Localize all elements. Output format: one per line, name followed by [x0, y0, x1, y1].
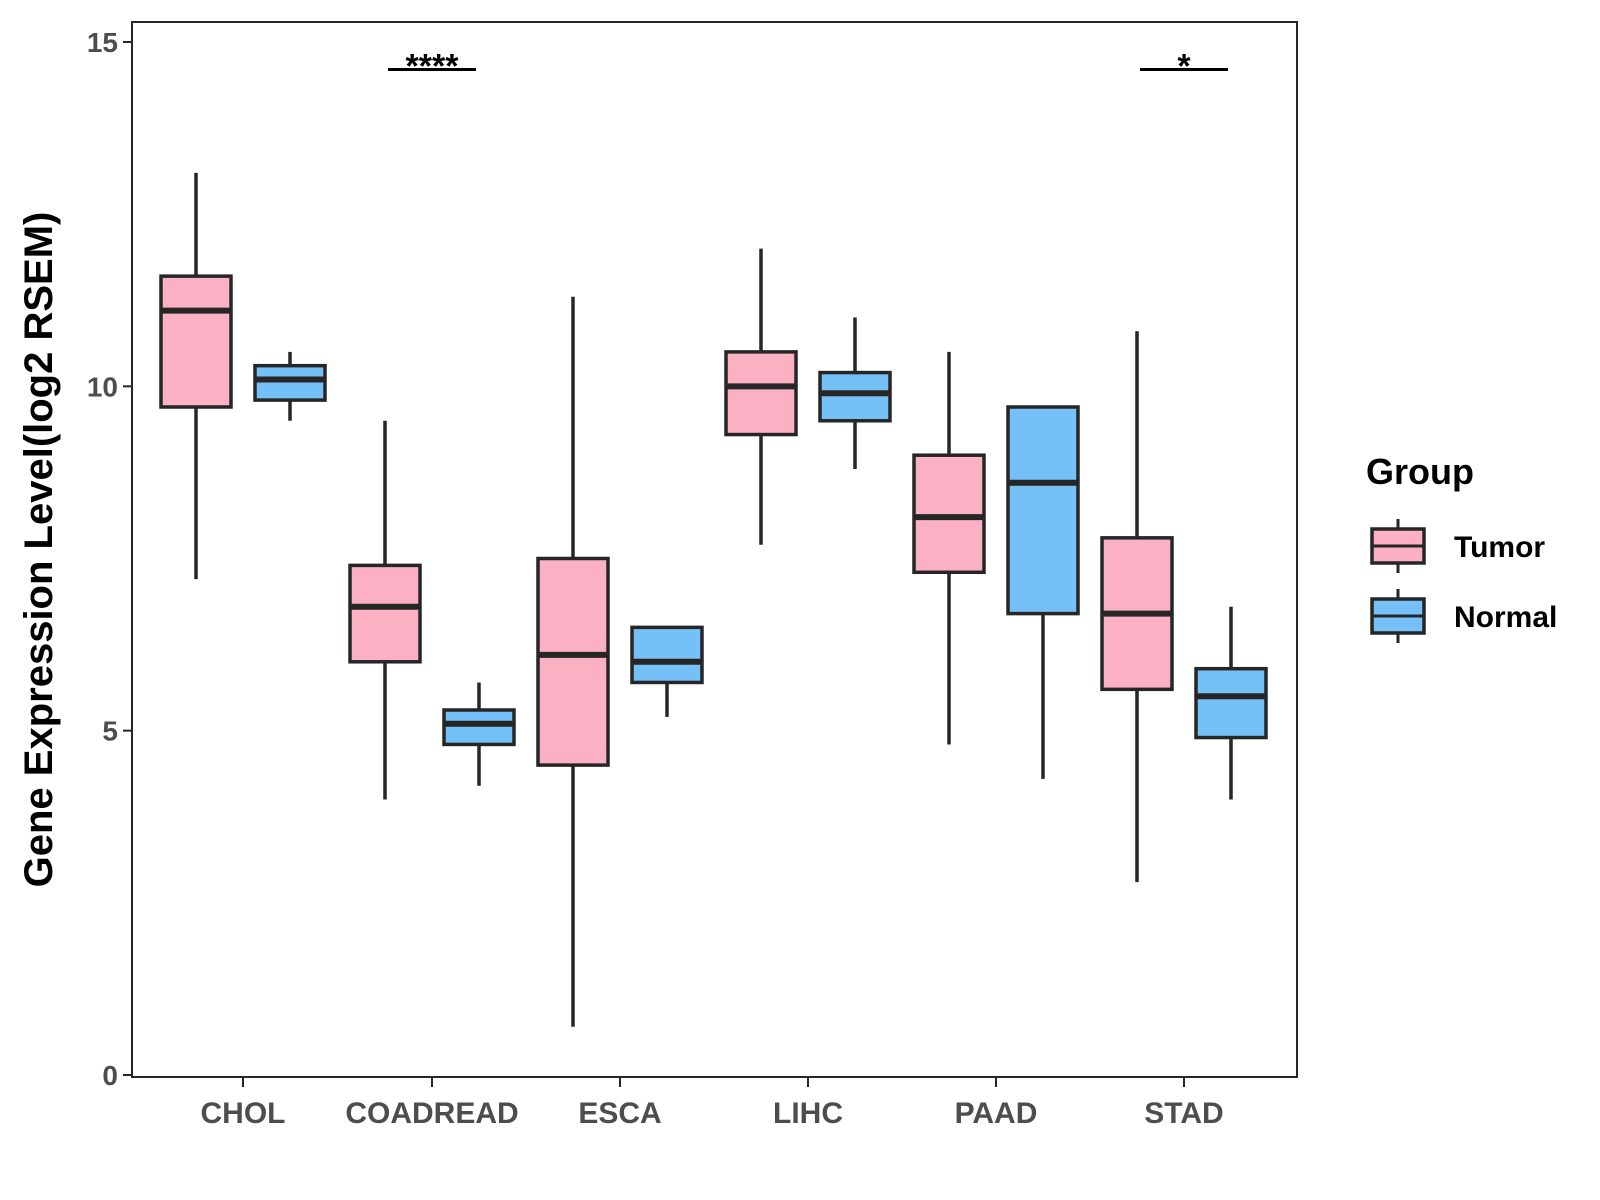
boxes-layer	[159, 172, 1268, 1027]
y-axis: 0 5 10 15	[87, 27, 132, 1091]
x-tick-label-chol: CHOL	[201, 1097, 286, 1130]
box-normal-lihc	[818, 317, 892, 469]
box-body	[1006, 405, 1080, 616]
y-tick-label: 0	[102, 1060, 118, 1091]
legend-label: Tumor	[1454, 531, 1545, 564]
y-tick-label: 15	[87, 27, 118, 58]
box-body	[253, 363, 327, 402]
box-tumor-stad	[1100, 331, 1174, 883]
legend-item-tumor: Tumor	[1370, 519, 1545, 573]
x-axis: CHOL COADREAD ESCA LIHC PAAD STAD	[201, 1077, 1224, 1130]
box-body	[912, 453, 986, 575]
box-body	[630, 625, 704, 685]
box-body	[818, 370, 892, 423]
significance-label: *	[1177, 48, 1191, 86]
y-tick-label: 5	[102, 716, 118, 747]
x-tick-label-stad: STAD	[1144, 1097, 1223, 1130]
significance-annotations: **** *	[388, 48, 1228, 86]
x-tick-label-paad: PAAD	[955, 1097, 1038, 1130]
y-tick-label: 10	[87, 371, 118, 402]
box-normal-coadread	[442, 682, 516, 786]
box-body	[536, 556, 610, 767]
box-tumor-lihc	[724, 248, 798, 545]
legend-title: Group	[1366, 451, 1474, 492]
plot-panel-border	[131, 21, 1298, 1078]
legend-item-normal: Normal	[1370, 589, 1557, 643]
x-tick-label-esca: ESCA	[578, 1097, 661, 1130]
box-body	[159, 274, 233, 409]
legend: Group Tumor Normal	[1366, 451, 1557, 643]
x-tick-label-lihc: LIHC	[773, 1097, 843, 1130]
significance-label: ****	[406, 48, 460, 86]
box-tumor-paad	[912, 351, 986, 745]
box-body	[348, 563, 422, 664]
box-normal-paad	[1006, 405, 1080, 779]
box-body	[1194, 666, 1268, 740]
legend-label: Normal	[1454, 601, 1557, 634]
box-tumor-esca	[536, 296, 610, 1027]
y-axis-title: Gene Expression Level(log2 RSEM)	[17, 212, 61, 888]
box-tumor-chol	[159, 172, 233, 580]
box-body	[724, 350, 798, 437]
box-normal-chol	[253, 351, 327, 421]
box-tumor-coadread	[348, 420, 422, 800]
box-normal-stad	[1194, 606, 1268, 800]
x-tick-label-coadread: COADREAD	[345, 1097, 518, 1130]
box-body	[442, 708, 516, 747]
box-normal-esca	[630, 625, 704, 717]
